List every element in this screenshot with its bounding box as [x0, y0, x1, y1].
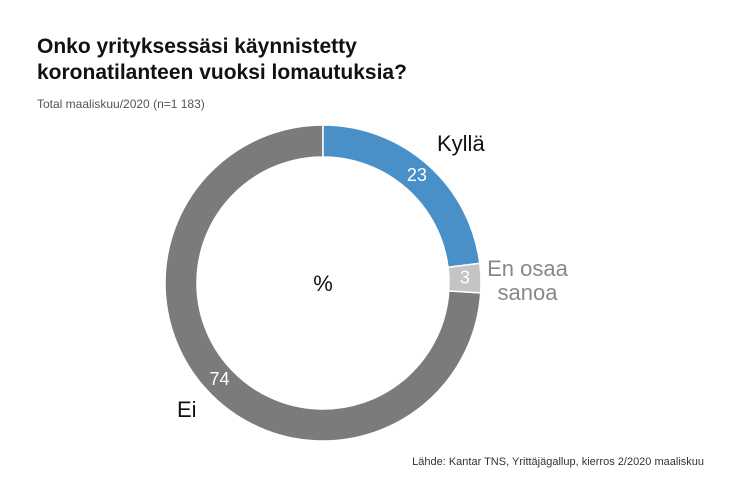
chart-subtitle: Total maaliskuu/2020 (n=1 183) [37, 97, 205, 111]
donut-segment [322, 124, 481, 269]
donut-segment [447, 262, 482, 294]
chart-title: Onko yrityksessäsi käynnistetty koronati… [37, 35, 407, 84]
value-label: 74 [209, 369, 229, 389]
value-label: 23 [407, 165, 427, 185]
donut-segment [164, 124, 482, 442]
center-label: % [313, 271, 333, 296]
source: Lähde: Kantar TNS, Yrittäjägallup, kierr… [412, 456, 704, 468]
category-label: En osaa sanoa [487, 256, 568, 305]
value-label: 3 [460, 267, 470, 287]
category-label: Ei [177, 397, 197, 422]
category-label: Kyllä [437, 131, 485, 156]
